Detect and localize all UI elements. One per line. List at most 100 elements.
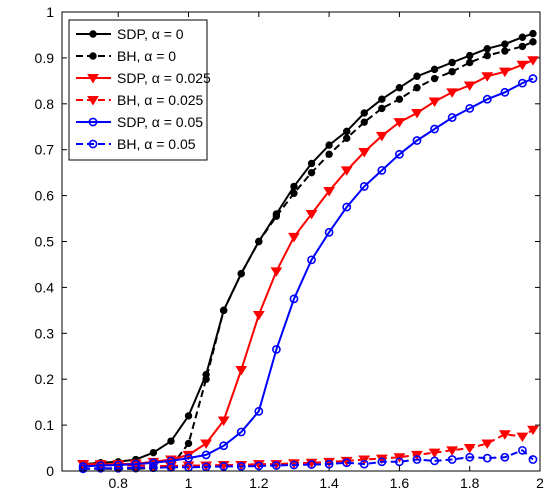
x-tick-label: 1.6 (390, 475, 410, 491)
x-tick-label: 2 (536, 475, 544, 491)
legend-entry: BH, α = 0.05 (76, 136, 196, 152)
data-point (305, 209, 318, 220)
data-point (378, 95, 386, 103)
data-point (184, 453, 193, 463)
legend-label: SDP, α = 0 (117, 26, 184, 42)
data-point (149, 448, 158, 457)
data-point (307, 159, 316, 168)
data-point (395, 457, 404, 467)
y-tick-label: 0.4 (35, 279, 55, 295)
data-point (448, 58, 456, 67)
series-layer (77, 29, 539, 474)
data-point (235, 366, 248, 376)
data-point (465, 103, 475, 113)
data-point (465, 452, 475, 462)
data-point (428, 97, 441, 107)
data-point (501, 47, 509, 55)
data-point (378, 104, 386, 113)
data-point (481, 72, 494, 82)
legend-label: SDP, α = 0.05 (117, 114, 203, 130)
data-point (200, 439, 213, 449)
x-tick-label: 0.8 (109, 475, 129, 491)
data-point (463, 444, 476, 454)
data-point (288, 232, 300, 243)
legend-entry: BH, α = 0.025 (76, 92, 204, 108)
data-point (463, 81, 476, 91)
data-point (325, 150, 333, 158)
legend-label: SDP, α = 0.025 (117, 70, 211, 86)
data-point (447, 455, 457, 464)
series-0 (79, 29, 537, 468)
legend: SDP, α = 0 BH, α = 0 SDP, α = 0.025 BH, α =… (68, 19, 211, 161)
x-tick-label: 1.8 (460, 475, 480, 491)
data-point (78, 464, 88, 474)
data-point (324, 459, 334, 469)
data-point (430, 124, 439, 134)
data-point (500, 87, 510, 97)
data-point (254, 406, 264, 416)
data-point (482, 453, 492, 463)
data-point (271, 344, 281, 354)
data-point (89, 30, 97, 38)
data-point (430, 65, 439, 74)
data-point (96, 463, 106, 473)
data-point (466, 51, 474, 60)
data-point (447, 113, 457, 122)
legend-entry: SDP, α = 0 (76, 26, 184, 42)
legend-label: BH, α = 0.025 (117, 92, 204, 108)
data-point (272, 212, 281, 220)
y-tick-label: 0.2 (35, 371, 55, 387)
data-point (358, 147, 371, 158)
y-tick-label: 0.1 (35, 417, 55, 433)
axis-ticks: 0.8 1 1.2 1.4 1.6 1.8 2 0 0.1 0.2 0.3 0.4 0.5 0.6 0.7 0… (35, 4, 545, 491)
data-point (271, 461, 281, 470)
data-point (393, 118, 406, 128)
data-point (516, 60, 529, 71)
legend-box (68, 19, 208, 161)
data-point (290, 189, 298, 198)
data-point (307, 168, 316, 177)
y-tick-label: 0 (46, 463, 54, 479)
x-tick-label: 1 (185, 475, 193, 491)
data-point (340, 166, 353, 176)
data-point (255, 237, 263, 246)
data-point (377, 165, 387, 175)
data-point (167, 437, 175, 445)
data-point (219, 441, 229, 451)
y-tick-label: 0.6 (35, 188, 55, 204)
series-line (83, 77, 534, 468)
data-point (87, 96, 99, 106)
data-point (307, 460, 316, 469)
data-point (412, 455, 422, 464)
data-point (217, 416, 230, 426)
data-point (360, 118, 368, 126)
data-point (342, 127, 351, 136)
data-point (446, 88, 459, 98)
data-point (428, 448, 441, 459)
data-point (413, 84, 421, 92)
data-point (518, 78, 527, 88)
data-point (307, 255, 316, 265)
data-point (481, 439, 494, 449)
data-point (529, 38, 537, 46)
data-point (377, 457, 387, 467)
data-point (202, 375, 210, 383)
series-2 (77, 56, 539, 470)
data-point (527, 56, 539, 66)
y-tick-label: 1 (46, 4, 54, 20)
data-point (236, 427, 246, 437)
data-point (201, 450, 211, 460)
data-point (184, 439, 193, 448)
data-point (500, 452, 510, 462)
data-point (527, 425, 539, 436)
data-point (395, 95, 404, 103)
data-point (466, 58, 474, 67)
data-point (501, 40, 509, 48)
data-point (528, 455, 538, 464)
series-5 (78, 445, 538, 474)
x-tick-label: 1.4 (319, 475, 339, 491)
y-tick-label: 0.9 (35, 50, 55, 66)
data-point (270, 267, 283, 277)
data-point (252, 310, 265, 321)
data-point (342, 134, 351, 142)
